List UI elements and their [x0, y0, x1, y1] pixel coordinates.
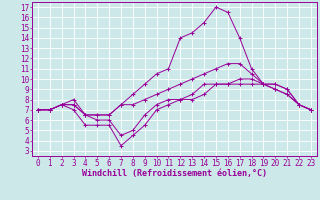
X-axis label: Windchill (Refroidissement éolien,°C): Windchill (Refroidissement éolien,°C) [82, 169, 267, 178]
